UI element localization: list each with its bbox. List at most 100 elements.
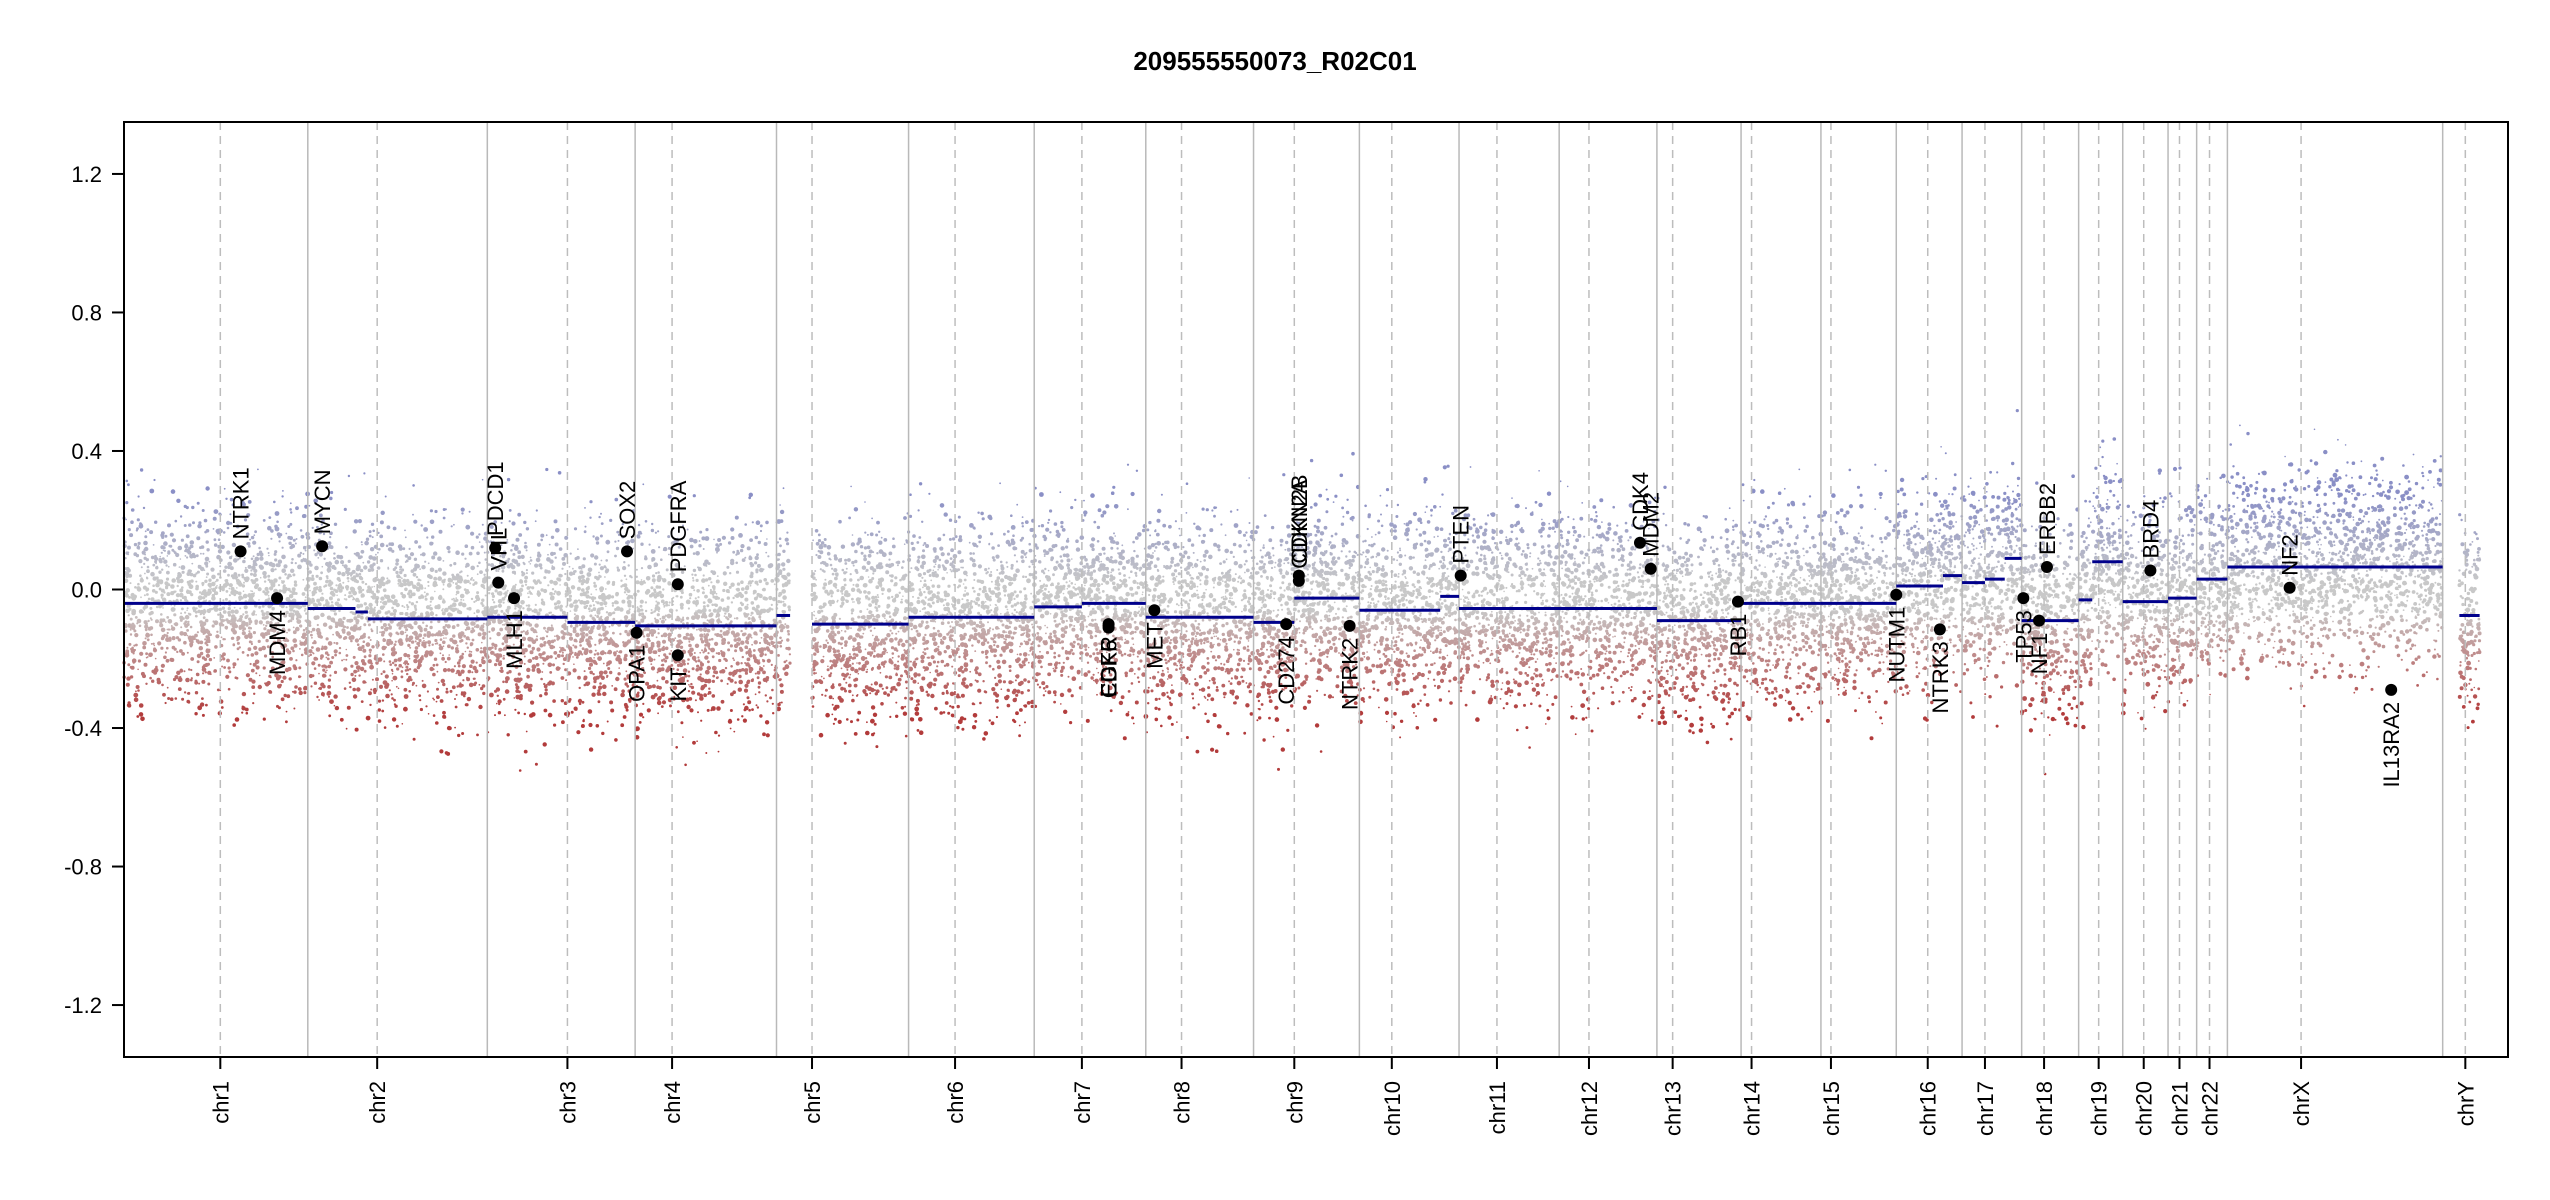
probe-point	[310, 577, 315, 581]
probe-point	[551, 565, 554, 567]
probe-point	[581, 653, 584, 656]
probe-point	[290, 543, 296, 549]
probe-point	[289, 508, 292, 511]
probe-point	[547, 584, 550, 587]
probe-point	[480, 545, 484, 549]
probe-point	[361, 634, 366, 639]
probe-point	[590, 553, 595, 558]
probe-point	[361, 588, 365, 592]
probe-point	[640, 542, 644, 546]
probe-point	[656, 644, 661, 648]
probe-point	[734, 515, 739, 520]
probe-point	[784, 623, 787, 626]
probe-point	[127, 701, 131, 705]
probe-point	[491, 628, 495, 632]
probe-point	[147, 656, 149, 658]
probe-point	[131, 594, 136, 600]
probe-point	[603, 636, 609, 642]
probe-point	[593, 596, 597, 600]
probe-point	[211, 581, 216, 587]
probe-point	[321, 645, 324, 648]
probe-point	[258, 674, 261, 677]
probe-point	[751, 617, 756, 623]
probe-point	[859, 610, 863, 613]
probe-point	[143, 556, 147, 560]
probe-point	[264, 586, 269, 592]
probe-point	[235, 600, 237, 602]
probe-point	[715, 652, 718, 655]
probe-point	[711, 593, 715, 596]
probe-point	[777, 552, 781, 557]
probe-point	[375, 677, 379, 682]
probe-point	[707, 660, 710, 664]
probe-point	[510, 564, 516, 570]
probe-point	[296, 619, 302, 624]
probe-point	[732, 550, 736, 554]
probe-point	[302, 578, 305, 581]
probe-point	[315, 647, 321, 652]
probe-point	[277, 564, 280, 567]
probe-point	[449, 689, 453, 693]
probe-point	[650, 633, 654, 637]
probe-point	[310, 633, 313, 637]
probe-point	[788, 661, 792, 665]
probe-point	[747, 617, 751, 620]
probe-point	[372, 620, 376, 624]
probe-point	[393, 658, 398, 663]
probe-point	[523, 520, 527, 525]
probe-point	[150, 597, 155, 602]
probe-point	[217, 613, 220, 616]
probe-point	[515, 687, 518, 689]
probe-point	[744, 556, 747, 559]
probe-point	[470, 621, 475, 626]
probe-point	[270, 568, 275, 573]
probe-point	[656, 696, 662, 702]
probe-point	[188, 580, 192, 583]
probe-point	[206, 608, 211, 614]
probe-point	[657, 712, 659, 715]
probe-point	[511, 570, 515, 574]
probe-point	[738, 679, 743, 685]
probe-point	[269, 599, 272, 603]
probe-point	[750, 601, 755, 605]
probe-point	[426, 631, 430, 634]
probe-point	[626, 639, 632, 644]
probe-point	[371, 678, 374, 681]
probe-point	[667, 628, 670, 631]
probe-point	[786, 579, 790, 583]
probe-point	[225, 590, 229, 593]
probe-point	[379, 534, 384, 539]
probe-point	[335, 584, 338, 587]
probe-point	[768, 644, 771, 647]
probe-point	[169, 697, 174, 701]
probe-point	[369, 564, 374, 569]
probe-point	[781, 562, 786, 567]
probe-point	[274, 511, 280, 516]
probe-point	[471, 671, 474, 674]
probe-point	[655, 572, 658, 575]
probe-point	[577, 548, 579, 550]
probe-point	[148, 582, 151, 585]
probe-point	[305, 612, 308, 615]
probe-point	[868, 549, 873, 554]
probe-point	[475, 648, 480, 652]
probe-point	[605, 611, 609, 614]
probe-point	[549, 559, 554, 564]
probe-point	[525, 730, 528, 733]
probe-point	[576, 555, 580, 560]
probe-point	[225, 628, 228, 630]
probe-point	[275, 667, 278, 670]
probe-point	[412, 484, 415, 487]
probe-point	[421, 552, 426, 557]
probe-point	[423, 633, 427, 637]
probe-point	[221, 606, 226, 610]
probe-point	[536, 667, 541, 672]
probe-point	[215, 634, 220, 639]
probe-point	[572, 567, 574, 570]
probe-point	[145, 588, 149, 592]
probe-point	[251, 685, 256, 689]
probe-point	[236, 658, 239, 661]
probe-point	[710, 709, 713, 712]
probe-point	[616, 650, 618, 653]
probe-point	[442, 634, 444, 637]
